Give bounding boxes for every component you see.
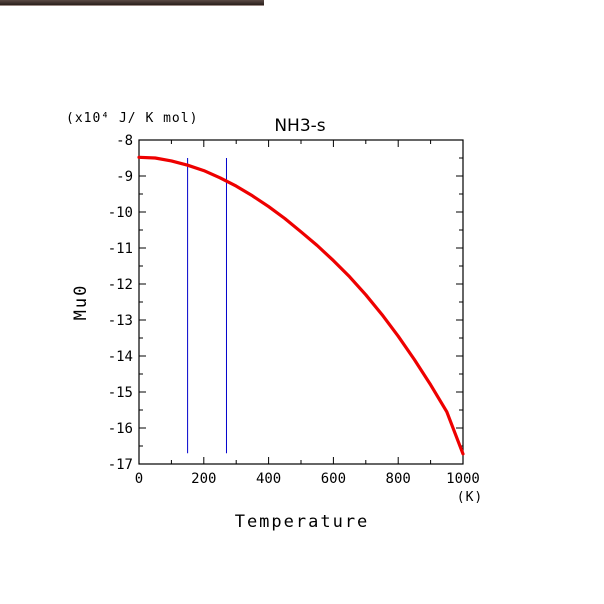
y-tick-label: -12 (108, 277, 133, 293)
y-tick-label: -15 (108, 385, 133, 401)
chart-title: NH3-s (274, 116, 325, 136)
y-tick-label: -11 (108, 241, 133, 257)
window-title-bar (0, 0, 264, 6)
x-tick-label: 200 (191, 471, 216, 487)
x-unit-label: (K) (457, 490, 483, 505)
x-tick-label: 1000 (446, 471, 480, 487)
series-line-1 (137, 155, 465, 456)
y-tick-label: -9 (116, 169, 133, 185)
tick-labels: 0 200 400 600 800 1000 -8 -9 -10 -11 -12 -13 -14 -15 -… (108, 133, 480, 487)
y-tick-label: -13 (108, 313, 133, 329)
x-tick-label: 800 (386, 471, 411, 487)
x-tick-label: 0 (135, 471, 143, 487)
y-tick-label: -14 (108, 349, 133, 365)
y-unit-label: (x10⁴ J/ K mol) (66, 111, 198, 126)
y-tick-label: -8 (116, 133, 133, 149)
vertical-marker-lines (187, 158, 227, 454)
y-tick-label: -16 (108, 421, 133, 437)
x-axis-title: Temperature (235, 512, 370, 532)
y-axis-title: Mu0 (71, 284, 91, 321)
y-tick-label: -10 (108, 205, 133, 221)
x-tick-label: 400 (256, 471, 281, 487)
y-tick-label: -17 (108, 457, 133, 473)
x-tick-label: 600 (321, 471, 346, 487)
series-group (137, 155, 465, 456)
